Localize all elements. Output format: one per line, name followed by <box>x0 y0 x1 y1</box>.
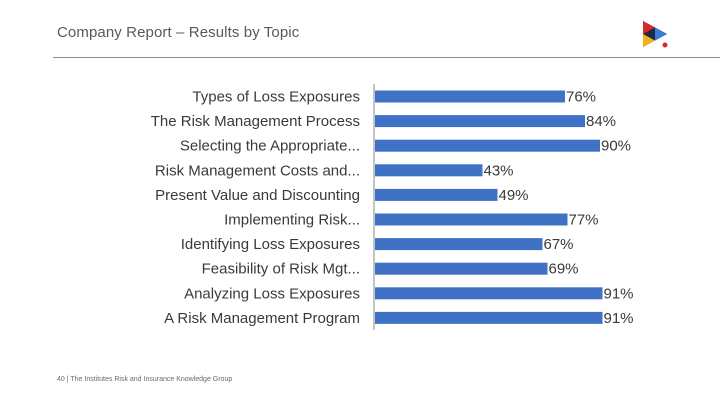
value-label: 90% <box>601 138 631 155</box>
bar <box>375 287 603 300</box>
institutes-logo-icon <box>643 21 668 48</box>
value-label: 91% <box>604 285 634 302</box>
value-label: 76% <box>566 89 596 106</box>
bar <box>375 115 585 128</box>
category-label: Selecting the Appropriate... <box>180 138 360 155</box>
value-label: 77% <box>569 212 599 229</box>
category-label: The Risk Management Process <box>151 113 360 130</box>
footer-text: 40 | The Institutes Risk and Insurance K… <box>57 376 233 383</box>
bar <box>375 311 603 324</box>
category-label: Identifying Loss Exposures <box>181 236 360 253</box>
category-label: Analyzing Loss Exposures <box>184 285 360 302</box>
value-label: 91% <box>604 310 634 327</box>
value-label: 67% <box>544 236 574 253</box>
horizontal-bar-chart: Types of Loss Exposures 76% The Risk Manag… <box>151 84 634 330</box>
category-label: Risk Management Costs and... <box>155 162 360 179</box>
category-label: Present Value and Discounting <box>155 187 360 204</box>
value-label: 49% <box>499 187 529 204</box>
bar <box>375 164 483 177</box>
value-label: 43% <box>484 162 514 179</box>
bar <box>375 188 498 201</box>
header-divider <box>53 57 720 58</box>
category-label: Feasibility of Risk Mgt... <box>202 261 360 278</box>
category-label: A Risk Management Program <box>164 310 360 327</box>
bar <box>375 262 548 275</box>
bar <box>375 238 543 251</box>
category-label: Implementing Risk... <box>224 212 360 229</box>
bar <box>375 139 600 152</box>
value-label: 84% <box>586 113 616 130</box>
page-title: Company Report – Results by Topic <box>57 24 300 41</box>
value-label: 69% <box>549 261 579 278</box>
bar <box>375 213 568 226</box>
bar <box>375 90 565 103</box>
category-label: Types of Loss Exposures <box>192 89 360 106</box>
